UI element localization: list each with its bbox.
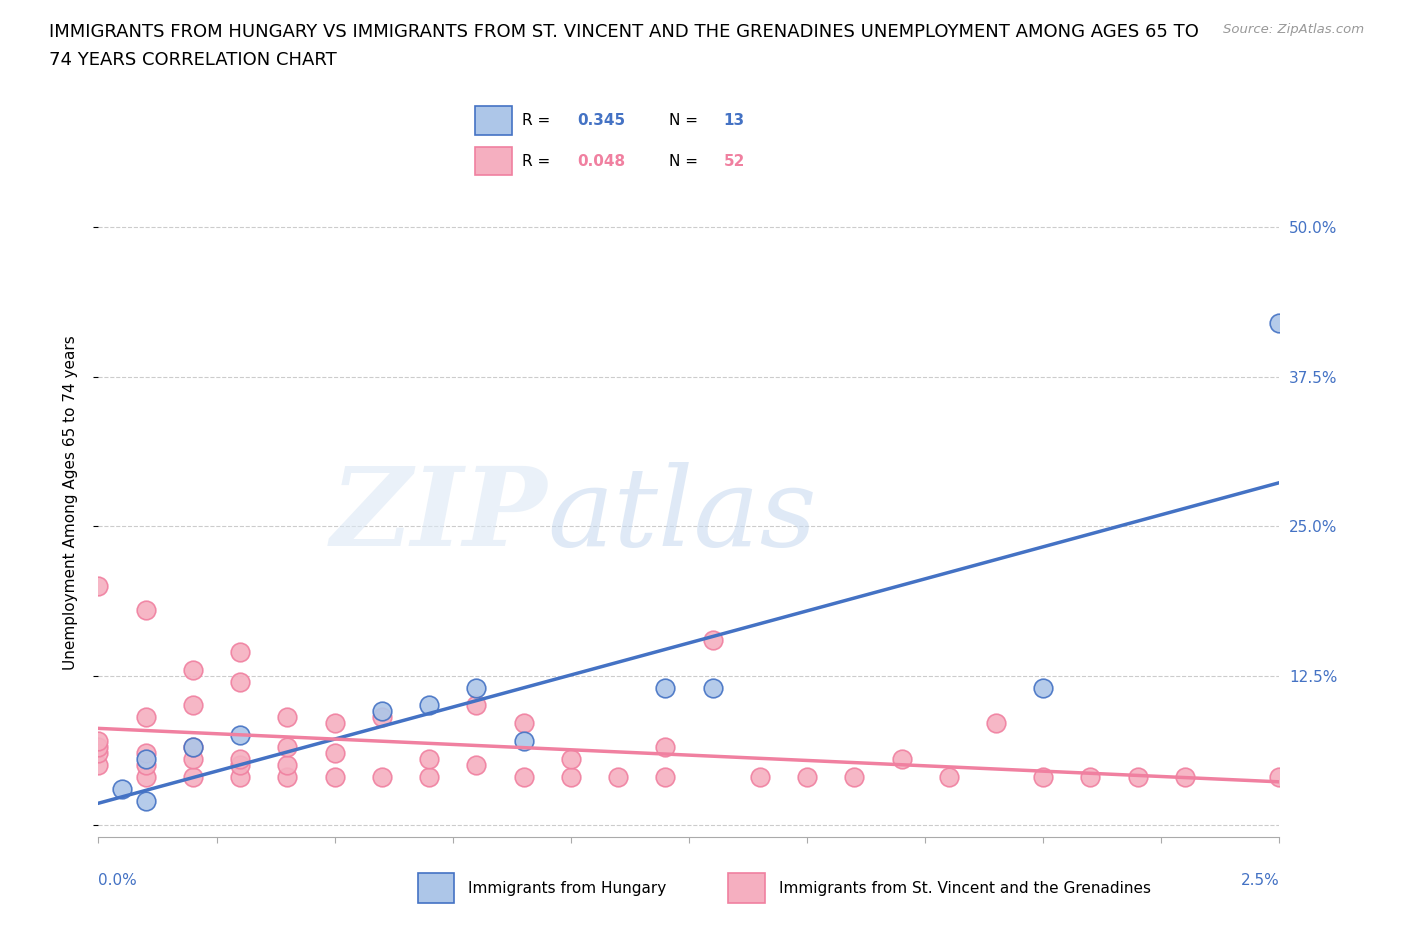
Point <box>229 758 252 773</box>
Point <box>276 758 298 773</box>
Point <box>512 734 534 749</box>
Point <box>654 680 676 695</box>
Point <box>1126 770 1149 785</box>
Point <box>512 716 534 731</box>
Point <box>135 758 157 773</box>
Text: ZIP: ZIP <box>330 462 547 569</box>
Text: 0.048: 0.048 <box>578 153 626 168</box>
Text: 0.345: 0.345 <box>578 113 626 128</box>
Point <box>135 603 157 618</box>
Point <box>229 751 252 766</box>
Text: IMMIGRANTS FROM HUNGARY VS IMMIGRANTS FROM ST. VINCENT AND THE GRENADINES UNEMPL: IMMIGRANTS FROM HUNGARY VS IMMIGRANTS FR… <box>49 23 1199 41</box>
Point <box>229 728 252 743</box>
Point <box>560 751 582 766</box>
Point <box>371 704 394 719</box>
Point <box>1032 770 1054 785</box>
Point <box>87 758 110 773</box>
Point <box>111 782 134 797</box>
Point <box>371 710 394 724</box>
Point <box>1032 680 1054 695</box>
Point <box>323 716 346 731</box>
Point <box>465 758 488 773</box>
Point <box>181 751 204 766</box>
Point <box>276 770 298 785</box>
Point <box>371 770 394 785</box>
Point <box>890 751 912 766</box>
Point <box>938 770 960 785</box>
Text: N =: N = <box>669 113 703 128</box>
Text: 0.0%: 0.0% <box>98 873 138 888</box>
Point <box>135 793 157 808</box>
Point <box>1174 770 1197 785</box>
Point <box>276 710 298 724</box>
Point <box>844 770 866 785</box>
Point <box>465 680 488 695</box>
Point <box>654 740 676 755</box>
Bar <box>475 106 512 135</box>
Point <box>702 632 724 647</box>
Point <box>276 740 298 755</box>
Point <box>465 698 488 713</box>
Point <box>1268 770 1291 785</box>
Text: 13: 13 <box>724 113 745 128</box>
Text: N =: N = <box>669 153 703 168</box>
Text: atlas: atlas <box>547 462 817 569</box>
Bar <box>418 873 454 903</box>
Point <box>229 770 252 785</box>
Point <box>560 770 582 785</box>
Point <box>323 746 346 761</box>
Point <box>181 740 204 755</box>
Text: Immigrants from Hungary: Immigrants from Hungary <box>468 881 666 896</box>
Point <box>181 698 204 713</box>
Point <box>702 680 724 695</box>
Y-axis label: Unemployment Among Ages 65 to 74 years: Unemployment Among Ages 65 to 74 years <box>63 335 77 670</box>
Text: 2.5%: 2.5% <box>1240 873 1279 888</box>
Text: Source: ZipAtlas.com: Source: ZipAtlas.com <box>1223 23 1364 36</box>
Bar <box>475 147 512 176</box>
Text: Immigrants from St. Vincent and the Grenadines: Immigrants from St. Vincent and the Gren… <box>779 881 1150 896</box>
Point <box>512 770 534 785</box>
Point <box>181 770 204 785</box>
Point <box>87 734 110 749</box>
Point <box>135 751 157 766</box>
Point <box>796 770 818 785</box>
Point <box>418 751 440 766</box>
Point <box>135 746 157 761</box>
Point <box>654 770 676 785</box>
Point <box>229 644 252 659</box>
Point <box>984 716 1007 731</box>
Point <box>181 740 204 755</box>
Point <box>1268 315 1291 330</box>
Point <box>1080 770 1102 785</box>
Point <box>87 746 110 761</box>
Point <box>181 662 204 677</box>
Text: 52: 52 <box>724 153 745 168</box>
Point <box>607 770 630 785</box>
Point <box>418 770 440 785</box>
Point <box>135 710 157 724</box>
Point <box>748 770 770 785</box>
Point <box>323 770 346 785</box>
Text: R =: R = <box>523 113 555 128</box>
Point <box>87 740 110 755</box>
Point <box>418 698 440 713</box>
Bar <box>728 873 765 903</box>
Point <box>135 770 157 785</box>
Text: R =: R = <box>523 153 555 168</box>
Point <box>87 578 110 593</box>
Text: 74 YEARS CORRELATION CHART: 74 YEARS CORRELATION CHART <box>49 51 337 69</box>
Point <box>229 674 252 689</box>
